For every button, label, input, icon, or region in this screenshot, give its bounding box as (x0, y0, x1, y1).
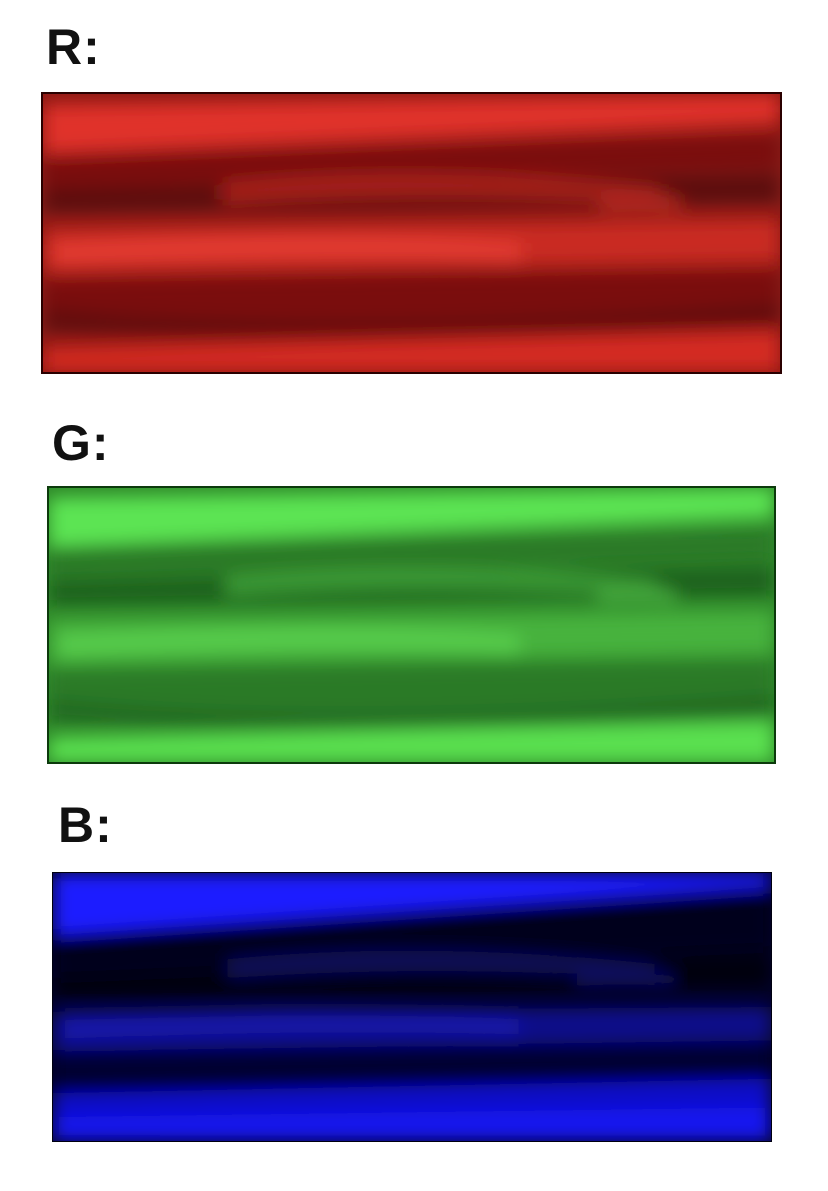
green-channel-texture (49, 488, 774, 762)
red-channel-label: R: (46, 19, 101, 75)
blue-channel-image (52, 872, 772, 1142)
blue-channel-texture (53, 873, 771, 1141)
green-channel-label: G: (52, 415, 110, 471)
green-channel-image (47, 486, 776, 764)
blue-channel-label: B: (58, 797, 113, 853)
red-channel-image (41, 92, 782, 374)
red-channel-texture (43, 94, 780, 372)
